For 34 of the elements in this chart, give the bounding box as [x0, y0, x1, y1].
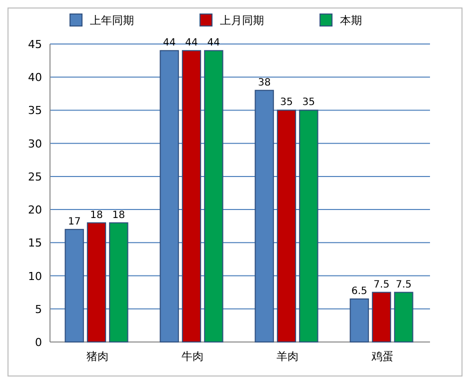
data-label: 35 [280, 97, 293, 108]
x-tick-label: 猪肉 [86, 350, 108, 363]
bar [276, 110, 296, 342]
data-label: 6.5 [351, 286, 368, 297]
x-tick-label: 牛肉 [182, 350, 204, 363]
legend-label: 上年同期 [90, 14, 134, 27]
data-label: 38 [258, 77, 271, 88]
y-tick-label: 10 [28, 270, 42, 283]
x-tick-label: 羊肉 [276, 350, 298, 363]
data-label: 18 [112, 210, 126, 221]
y-tick-label: 5 [35, 302, 42, 316]
y-tick-label: 15 [28, 236, 42, 250]
y-tick-label: 20 [28, 204, 42, 217]
bar [182, 50, 202, 342]
y-tick-label: 45 [28, 38, 42, 51]
data-label: 18 [90, 210, 103, 221]
bar [394, 292, 414, 342]
data-label: 7.5 [374, 279, 390, 290]
y-tick-label: 40 [28, 71, 42, 84]
y-tick-label: 30 [28, 137, 42, 150]
bar [299, 110, 318, 342]
data-label: 35 [302, 97, 316, 108]
legend-label: 本期 [340, 14, 362, 27]
y-tick-label: 35 [28, 104, 42, 118]
bar [372, 292, 392, 342]
legend-label: 上月同期 [220, 14, 264, 27]
y-tick-label: 25 [28, 170, 42, 184]
bar [204, 50, 224, 342]
y-tick-label: 0 [35, 336, 42, 349]
bar [109, 222, 128, 342]
bar [86, 222, 106, 342]
data-label: 7.5 [396, 279, 412, 290]
data-label: 17 [68, 216, 81, 228]
x-tick-label: 鸡蛋 [370, 350, 394, 363]
